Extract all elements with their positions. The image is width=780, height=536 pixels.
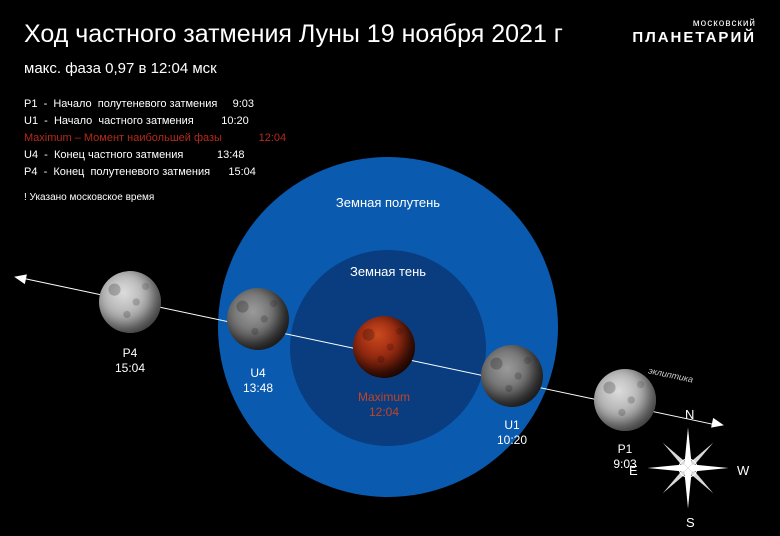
penumbra-circle (218, 157, 558, 497)
path-arrow-left-icon (13, 272, 27, 284)
moon-label-p4: P415:04 (115, 346, 145, 376)
subtitle: макс. фаза 0,97 в 12:04 мск (24, 60, 217, 77)
brand-bottom: ПЛАНЕТАРИЙ (632, 29, 756, 46)
penumbra-label: Земная полутень (336, 195, 440, 210)
compass-rose-icon: N S E W (643, 423, 733, 513)
moon-label-u4: U413:48 (243, 366, 273, 396)
legend-row: U4 - Конец частного затмения 13:48 (24, 147, 286, 164)
ecliptic-label: эклиптика (647, 365, 694, 384)
legend-row: P4 - Конец полутеневого затмения 15:04 (24, 164, 286, 181)
timezone-note: ! Указано московское время (24, 192, 154, 203)
moon-p1 (594, 369, 656, 431)
umbra-label: Земная тень (350, 264, 426, 279)
legend-row: P1 - Начало полутеневого затмения 9:03 (24, 96, 286, 113)
moon-label-u1: U110:20 (497, 418, 527, 448)
brand-top: московский (632, 18, 756, 29)
page-title: Ход частного затмения Луны 19 ноября 202… (24, 20, 563, 49)
brand-logo: московский ПЛАНЕТАРИЙ (632, 18, 756, 46)
compass-s: S (686, 515, 695, 530)
moon-label-max: Maximum12:04 (358, 390, 410, 420)
legend-list: P1 - Начало полутеневого затмения 9:03U1… (24, 96, 286, 181)
compass-w: W (737, 463, 749, 478)
compass-n: N (685, 407, 694, 422)
moon-path-line (24, 278, 714, 425)
legend-row: Maximum – Момент наибольшей фазы 12:04 (24, 130, 286, 147)
compass-e: E (629, 463, 638, 478)
eclipse-diagram: Земная полутень Земная тень эклиптика P4… (0, 0, 780, 536)
moon-label-p1: P19:03 (613, 442, 636, 472)
moon-u4 (227, 288, 289, 350)
legend-row: U1 - Начало частного затмения 10:20 (24, 113, 286, 130)
moon-u1 (481, 345, 543, 407)
moon-p4 (99, 271, 161, 333)
umbra-circle (290, 250, 486, 446)
path-arrow-right-icon (711, 418, 725, 430)
moon-max (353, 316, 415, 378)
